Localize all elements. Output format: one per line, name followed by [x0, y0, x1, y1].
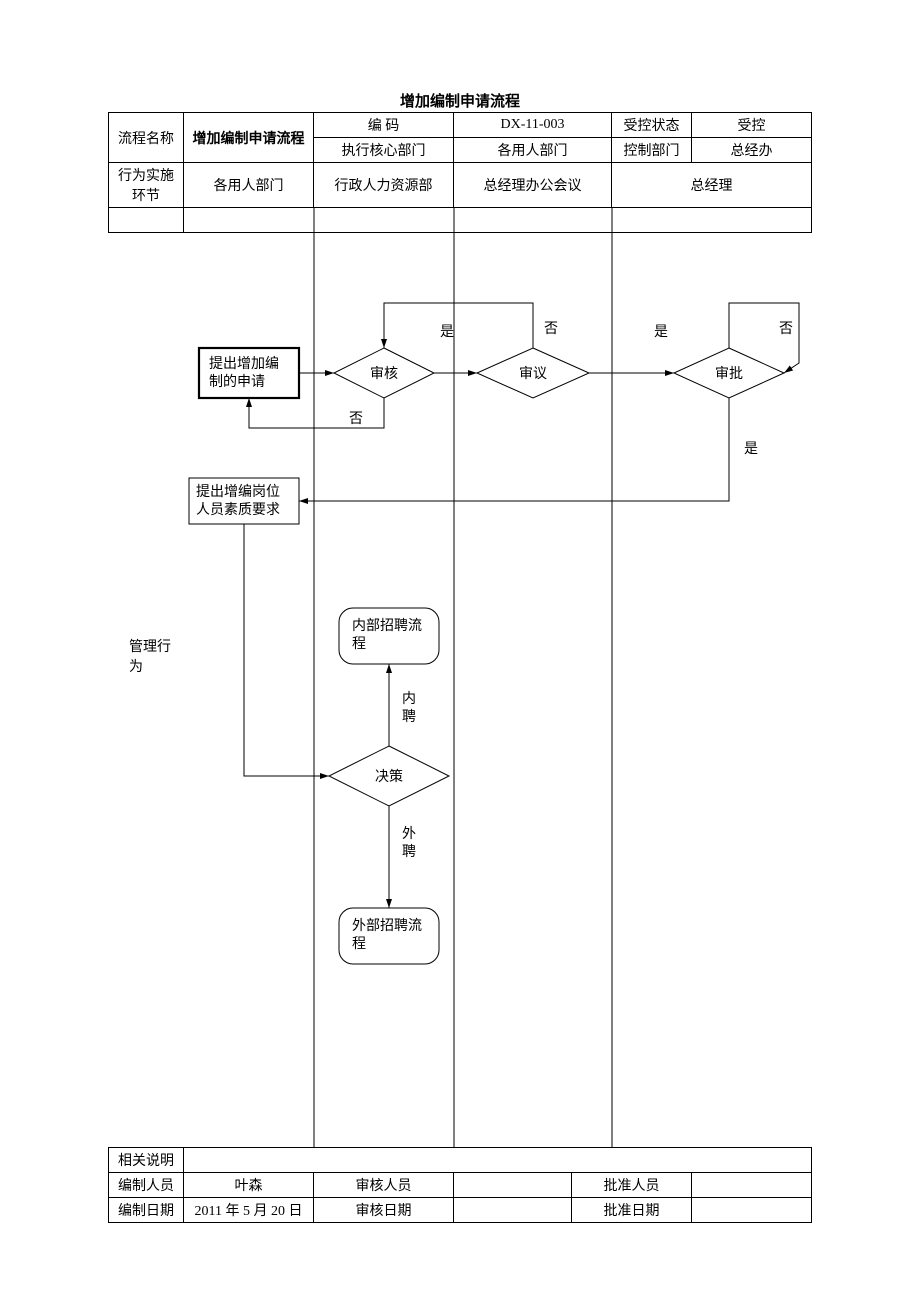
label-approve-yes: 是 [744, 442, 758, 457]
mgmt-behavior-text: 管理行为 [129, 640, 171, 675]
hdr-ctrlstate-label: 受控状态 [612, 113, 692, 138]
edge-require-decision [244, 524, 329, 776]
swim-col-4: 总经理 [612, 163, 812, 208]
swim-col-1: 各用人部门 [184, 163, 314, 208]
label-audit-yes: 是 [440, 325, 454, 340]
node-apply [199, 348, 299, 398]
hdr-ctrlstate-value: 受控 [692, 113, 812, 138]
label-internal-hire-1: 内 [402, 691, 416, 707]
page: 增加编制申请流程 流程名称 增加编制申请流程 编 码 DX-11-003 受控状… [0, 0, 920, 1302]
node-internal-label2: 程 [352, 636, 366, 652]
approve-date-value [692, 1198, 812, 1223]
reviewer-label: 审核人员 [314, 1173, 454, 1198]
node-decision-label: 决策 [375, 768, 403, 785]
swim-label: 行为实施环节 [109, 163, 184, 208]
flow-cell: 提出增加编 制的申请 审核 审议 审批 提出增编岗位 [184, 208, 812, 233]
node-apply-label1: 提出增加编 [209, 356, 279, 372]
label-review-yes: 是 [654, 325, 668, 340]
hdr-process-name-label: 流程名称 [109, 113, 184, 163]
hdr-code-value: DX-11-003 [454, 113, 612, 138]
flowchart-svg-wrap: 提出增加编 制的申请 审核 审议 审批 提出增编岗位 [184, 208, 811, 232]
hdr-execdept-label: 执行核心部门 [314, 138, 454, 163]
node-approve-label: 审批 [715, 366, 743, 382]
hdr-code-label: 编 码 [314, 113, 454, 138]
approve-date-label: 批准日期 [572, 1198, 692, 1223]
hdr-execdept-value: 各用人部门 [454, 138, 612, 163]
label-approve-no: 否 [779, 322, 793, 337]
hdr-process-name-value: 增加编制申请流程 [184, 113, 314, 163]
edge-audit-no [249, 398, 384, 428]
approver-label: 批准人员 [572, 1173, 692, 1198]
node-review-label: 审议 [519, 366, 547, 382]
explain-value [184, 1148, 812, 1173]
author-label: 编制人员 [109, 1173, 184, 1198]
reviewer-value [454, 1173, 572, 1198]
label-audit-no: 否 [349, 412, 363, 427]
flowchart-svg: 提出增加编 制的申请 审核 审议 审批 提出增编岗位 [184, 208, 812, 1148]
author-date-label: 编制日期 [109, 1198, 184, 1223]
node-apply-label2: 制的申请 [209, 374, 265, 390]
label-external-hire-2: 聘 [402, 844, 416, 860]
node-external-label2: 程 [352, 936, 366, 952]
review-date-value [454, 1198, 572, 1223]
swim-col-2: 行政人力资源部 [314, 163, 454, 208]
node-internal-label1: 内部招聘流 [352, 618, 422, 634]
explain-label: 相关说明 [109, 1148, 184, 1173]
hdr-ctrldept-label: 控制部门 [612, 138, 692, 163]
footer-table: 相关说明 编制人员 叶森 审核人员 批准人员 编制日期 2011 年 5 月 2… [108, 1147, 812, 1223]
swim-col-3: 总经理办公会议 [454, 163, 612, 208]
review-date-label: 审核日期 [314, 1198, 454, 1223]
node-audit-label: 审核 [370, 366, 398, 382]
node-require-label2: 人员素质要求 [196, 502, 280, 518]
node-external [339, 908, 439, 964]
hdr-ctrldept-value: 总经办 [692, 138, 812, 163]
node-internal [339, 608, 439, 664]
author-date-value: 2011 年 5 月 20 日 [184, 1198, 314, 1223]
edge-review-no [384, 303, 533, 348]
author-value: 叶森 [184, 1173, 314, 1198]
page-title: 增加编制申请流程 [0, 90, 920, 111]
node-require-label1: 提出增编岗位 [196, 484, 280, 500]
approver-value [692, 1173, 812, 1198]
flow-left-label-cell: 管理行为 [109, 208, 184, 233]
header-table: 流程名称 增加编制申请流程 编 码 DX-11-003 受控状态 受控 执行核心… [108, 112, 812, 233]
label-external-hire-1: 外 [402, 826, 416, 842]
edge-approve-yes [299, 398, 729, 501]
label-review-no: 否 [544, 322, 558, 337]
label-internal-hire-2: 聘 [402, 709, 416, 725]
mgmt-behavior-label: 管理行为 [129, 638, 183, 677]
node-external-label1: 外部招聘流 [352, 918, 422, 934]
